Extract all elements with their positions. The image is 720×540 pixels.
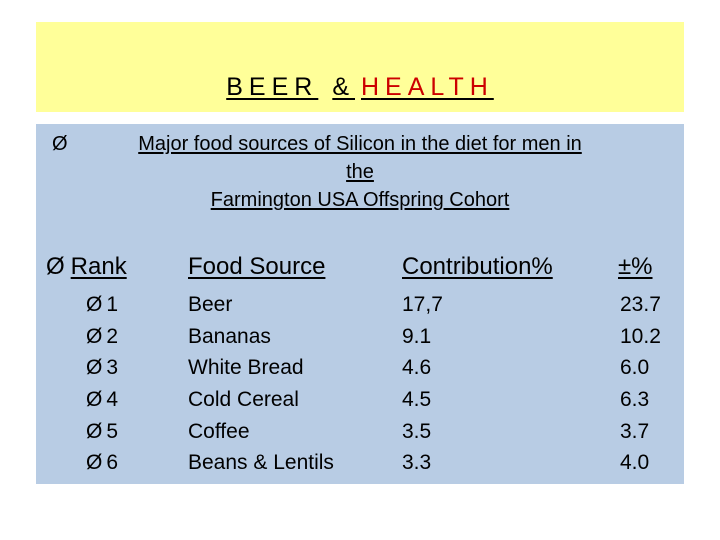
title-ampersand: & — [332, 73, 355, 101]
header-pm-label: ±% — [618, 253, 653, 280]
header-food-source-label: Food Source — [188, 253, 326, 280]
header-contribution: Contribution% — [402, 252, 553, 282]
table-cell-food: Beans & Lentils — [188, 451, 334, 475]
table-cell-contribution: 17,7 — [402, 293, 443, 316]
table-cell-contribution: 3.5 — [402, 419, 432, 443]
table-cell-pm: 23.7 — [620, 293, 661, 316]
bullet-arrow-icon: Ø — [52, 133, 68, 155]
table-cell-pm: 3.7 — [620, 419, 650, 443]
table-cell-contribution: 3.3 — [402, 451, 432, 475]
bullet-arrow-icon: Ø — [46, 253, 65, 280]
table-cell-food: Coffee — [188, 419, 250, 443]
table-cell-contribution: 4.5 — [402, 388, 432, 412]
header-pm: ±% — [618, 252, 653, 282]
bullet-arrow-icon: Ø — [86, 293, 103, 316]
table-cell-pm: 6.3 — [620, 388, 650, 412]
pm-column: 23.7 10.2 6.0 6.3 3.7 4.0 — [620, 289, 661, 479]
bullet-arrow-icon: Ø — [86, 356, 103, 380]
table-cell-food: Bananas — [188, 324, 271, 348]
header-food-source: Food Source — [188, 252, 325, 282]
page-title: BEER & HEALTH — [36, 72, 684, 102]
bullet-arrow-icon: Ø — [86, 451, 103, 475]
table-cell-contribution: 4.6 — [402, 356, 432, 380]
food-source-column: Beer Bananas White Bread Cold Cereal Cof… — [188, 289, 334, 479]
table-cell-pm: 4.0 — [620, 451, 650, 475]
table-cell-contribution: 9.1 — [402, 324, 432, 348]
header-rank-label: Rank — [70, 253, 127, 280]
subtitle-line-3: Farmington USA Offspring Cohort — [210, 189, 510, 211]
table-cell-food: Beer — [188, 293, 233, 316]
title-band: BEER & HEALTH — [36, 22, 684, 112]
table-cell-food: Cold Cereal — [188, 388, 299, 412]
header-contribution-label: Contribution% — [402, 253, 553, 280]
content-band: Ø Major food sources of Silicon in the d… — [36, 124, 684, 484]
subtitle: Ø Major food sources of Silicon in the d… — [36, 130, 684, 214]
bullet-arrow-icon: Ø — [86, 419, 103, 443]
table-cell-food: White Bread — [188, 356, 304, 380]
header-rank: Ø Rank — [46, 252, 127, 282]
table-cell-pm: 10.2 — [620, 324, 661, 348]
bullet-arrow-icon: Ø — [86, 324, 103, 348]
subtitle-line-2: the — [346, 161, 374, 183]
bullet-arrow-icon: Ø — [86, 388, 103, 412]
title-word-beer: BEER — [226, 73, 319, 101]
title-word-health: HEALTH — [361, 73, 494, 101]
contribution-column: 17,7 9.1 4.6 4.5 3.5 3.3 — [402, 289, 443, 479]
table-cell-pm: 6.0 — [620, 356, 650, 380]
subtitle-line-1: Major food sources of Silicon in the die… — [138, 133, 582, 155]
